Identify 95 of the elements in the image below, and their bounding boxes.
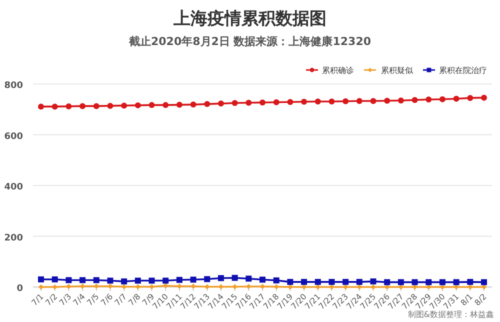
x-tick-label: 7/5 <box>85 292 101 308</box>
y-tick-label: 0 <box>16 284 23 294</box>
point <box>384 98 390 104</box>
y-tick-label: 200 <box>4 233 23 244</box>
point <box>370 284 376 290</box>
point <box>232 100 238 106</box>
point <box>467 94 474 101</box>
y-tick-label: 400 <box>4 182 23 192</box>
point <box>148 102 155 108</box>
point <box>481 279 487 286</box>
point <box>121 278 128 284</box>
chart-title: 上海疫情累积数据图 <box>172 9 326 29</box>
x-tick-label: 7/7 <box>113 292 128 308</box>
point <box>342 278 349 285</box>
x-tick-label: 7/6 <box>99 292 115 308</box>
point <box>356 98 362 104</box>
point <box>232 274 238 281</box>
point <box>260 100 266 106</box>
point <box>342 98 349 104</box>
point <box>439 279 446 286</box>
point <box>246 276 252 282</box>
point <box>121 102 128 109</box>
legend-label: 累积确诊 <box>322 66 354 75</box>
point <box>468 284 473 290</box>
point <box>287 278 294 285</box>
point <box>301 278 308 285</box>
point <box>273 99 280 106</box>
x-tick-label: 7/3 <box>58 292 74 308</box>
point <box>93 103 100 110</box>
point <box>190 276 196 283</box>
point <box>287 99 294 106</box>
y-tick-label: 800 <box>4 81 23 91</box>
point <box>398 279 404 286</box>
point <box>370 98 376 104</box>
point <box>370 278 376 284</box>
point <box>426 96 432 102</box>
point <box>204 276 210 282</box>
point <box>453 279 460 286</box>
point <box>218 100 224 107</box>
point <box>481 94 487 101</box>
point <box>162 278 169 284</box>
point <box>412 96 418 103</box>
point <box>148 278 155 284</box>
point <box>134 278 141 284</box>
point <box>52 276 58 282</box>
point <box>80 277 86 284</box>
x-tick-label: 8/2 <box>472 292 488 308</box>
point <box>260 276 266 283</box>
point <box>176 276 182 283</box>
point <box>134 102 141 108</box>
y-tick-label: 600 <box>4 132 23 142</box>
point <box>246 100 252 106</box>
x-tick-label: 8/1 <box>459 292 475 308</box>
point <box>204 101 210 108</box>
point <box>356 278 362 285</box>
point <box>38 104 44 110</box>
point <box>328 278 335 285</box>
point <box>426 279 432 286</box>
point <box>467 278 474 285</box>
x-tick-label: 7/2 <box>44 292 60 308</box>
point <box>314 98 321 105</box>
point <box>329 284 334 290</box>
point <box>176 102 182 108</box>
chart-subtitle: 截止2020年8月2日 数据来源：上海健康12320 <box>128 35 372 48</box>
x-tick-label: 7/4 <box>71 292 87 308</box>
point <box>218 275 224 282</box>
text: 制图&数据整理：林益鑫 <box>408 310 494 319</box>
point <box>162 102 169 108</box>
point <box>52 104 58 110</box>
point <box>398 97 404 104</box>
point <box>107 278 114 284</box>
point <box>38 276 44 282</box>
point <box>301 98 308 105</box>
point <box>314 278 321 285</box>
point <box>66 103 72 110</box>
point <box>93 277 100 284</box>
point <box>66 284 72 290</box>
point <box>246 284 252 290</box>
point <box>273 277 280 284</box>
legend-label: 累积在院治疗 <box>439 66 487 75</box>
point <box>80 103 86 110</box>
point <box>190 102 196 108</box>
point <box>439 96 446 102</box>
legend-label: 累积疑似 <box>381 66 414 75</box>
point <box>288 284 293 290</box>
point <box>328 98 335 105</box>
point <box>453 96 460 102</box>
x-tick-label: 7/8 <box>126 292 142 308</box>
x-tick-label: 7/1 <box>30 292 46 308</box>
point <box>384 279 390 286</box>
point <box>52 284 58 290</box>
point <box>107 102 114 109</box>
point <box>315 284 320 290</box>
point <box>412 279 418 286</box>
point <box>66 277 72 284</box>
